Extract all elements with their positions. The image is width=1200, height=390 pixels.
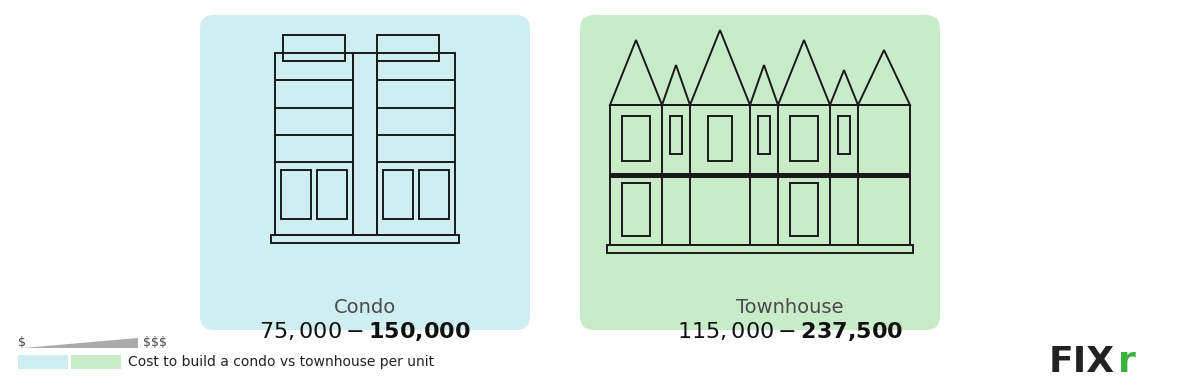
Text: Cost to build a condo vs townhouse per unit: Cost to build a condo vs townhouse per u… bbox=[128, 355, 434, 369]
Text: FIX: FIX bbox=[1049, 345, 1115, 379]
Bar bbox=[419, 170, 449, 219]
Bar bbox=[790, 115, 818, 161]
Bar bbox=[610, 172, 910, 177]
Bar bbox=[383, 170, 413, 219]
Bar bbox=[317, 170, 347, 219]
Bar bbox=[353, 53, 377, 235]
Bar bbox=[71, 355, 121, 369]
Bar bbox=[377, 53, 455, 235]
Bar bbox=[377, 35, 439, 61]
FancyBboxPatch shape bbox=[200, 15, 530, 330]
Bar bbox=[758, 115, 769, 154]
Bar bbox=[839, 115, 850, 154]
Text: Townhouse: Townhouse bbox=[737, 298, 844, 317]
Text: $$$: $$$ bbox=[143, 337, 167, 349]
Bar bbox=[275, 53, 353, 235]
Bar bbox=[271, 235, 458, 243]
Bar bbox=[790, 183, 818, 236]
Text: r: r bbox=[1118, 345, 1136, 379]
Text: $115,000 - $237,500: $115,000 - $237,500 bbox=[677, 320, 904, 343]
FancyBboxPatch shape bbox=[580, 15, 940, 330]
Text: $75,000 - $150,000: $75,000 - $150,000 bbox=[259, 320, 470, 343]
Bar bbox=[607, 245, 913, 253]
Bar bbox=[281, 170, 311, 219]
Bar bbox=[283, 35, 346, 61]
Text: Condo: Condo bbox=[334, 298, 396, 317]
Text: $: $ bbox=[18, 337, 26, 349]
Bar bbox=[670, 115, 683, 154]
Bar bbox=[18, 355, 68, 369]
Bar bbox=[610, 105, 910, 245]
Bar bbox=[708, 115, 732, 161]
Bar bbox=[622, 115, 650, 161]
Polygon shape bbox=[23, 338, 138, 348]
Bar bbox=[622, 183, 650, 236]
